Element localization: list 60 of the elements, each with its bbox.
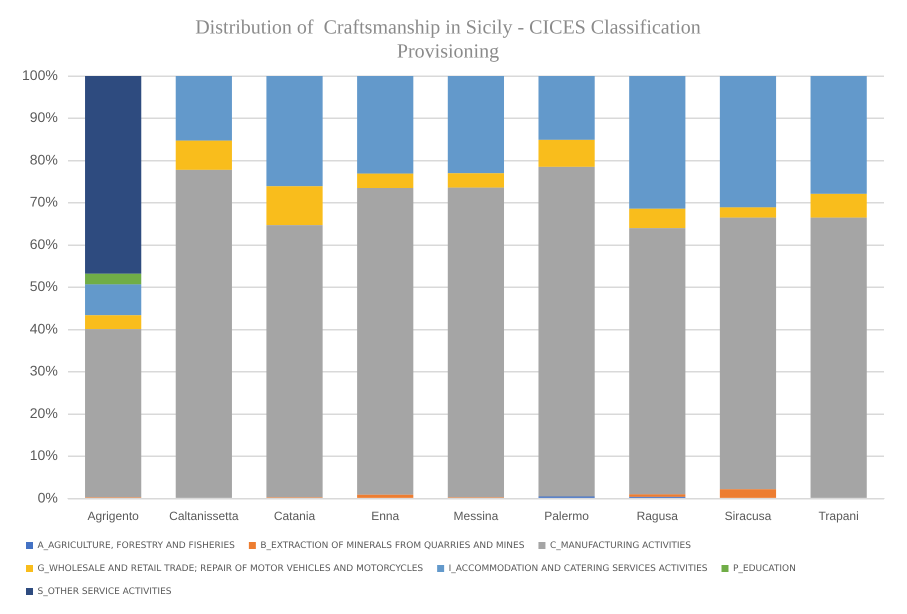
bar (85, 329, 142, 498)
legend-label: P_EDUCATION (733, 564, 796, 574)
bar (85, 76, 142, 274)
bar (85, 315, 142, 330)
bar (538, 166, 595, 496)
x-tick-label: Enna (371, 509, 400, 524)
bar (720, 489, 776, 498)
y-tick-label: 40% (30, 320, 58, 336)
bar (266, 76, 323, 186)
bar (448, 173, 504, 188)
bar (448, 188, 504, 498)
bar (266, 225, 323, 498)
bar (629, 228, 686, 494)
x-tick-label: Trapani (818, 509, 859, 524)
legend-label: G_WHOLESALE AND RETAIL TRADE; REPAIR OF MOTOR VEHICLES AND MOTORCYCLES (38, 564, 424, 574)
y-tick-label: 70% (30, 194, 58, 210)
y-tick-label: 20% (30, 404, 58, 421)
bar (266, 186, 323, 226)
y-tick-label: 30% (30, 362, 58, 379)
bar (629, 494, 686, 497)
bar (357, 174, 414, 188)
y-tick-label: 60% (30, 236, 58, 252)
bar (810, 76, 867, 194)
bar (176, 140, 232, 170)
bar (85, 284, 142, 316)
chart-title: Distribution of Craftsmanship in Sicily - CICES Classification Provisioning (195, 16, 701, 62)
bar (85, 274, 142, 284)
bar (720, 218, 776, 490)
x-tick-label: Ragusa (636, 509, 678, 524)
y-tick-label: 100% (22, 66, 58, 83)
bar (720, 207, 776, 218)
x-tick-label: Palermo (544, 509, 590, 524)
bar (538, 76, 595, 140)
legend-label: A_AGRICULTURE, FORESTRY AND FISHERIES (38, 540, 236, 551)
bar (176, 76, 232, 141)
bar (357, 76, 414, 174)
bar (357, 188, 414, 495)
x-tick-label: Agrigento (87, 509, 140, 524)
legend-label: I_ACCOMMODATION AND CATERING SERVICES ACTIVITIES (448, 564, 708, 574)
bar (810, 218, 867, 498)
bar (448, 76, 504, 174)
bar (176, 170, 232, 498)
x-tick-label: Messina (454, 509, 499, 524)
y-tick-label: 50% (30, 278, 58, 294)
bar (810, 194, 867, 218)
y-tick-label: 90% (30, 109, 58, 126)
y-tick-label: 10% (30, 447, 58, 464)
bar (538, 140, 595, 167)
x-tick-label: Catania (274, 509, 316, 524)
x-tick-label: Siracusa (724, 509, 772, 524)
bar (357, 494, 414, 498)
legend-label: B_EXTRACTION OF MINERALS FROM QUARRIES AND MINES (260, 540, 525, 551)
x-tick-label: Caltanissetta (169, 509, 239, 524)
bar (720, 76, 776, 208)
y-tick-label: 80% (30, 151, 58, 168)
y-tick-label: 0% (38, 489, 58, 506)
legend-label: S_OTHER SERVICE ACTIVITIES (38, 586, 172, 597)
bar (629, 76, 686, 209)
bar (629, 208, 686, 228)
legend-label: C_MANUFACTURING ACTIVITIES (550, 540, 692, 551)
